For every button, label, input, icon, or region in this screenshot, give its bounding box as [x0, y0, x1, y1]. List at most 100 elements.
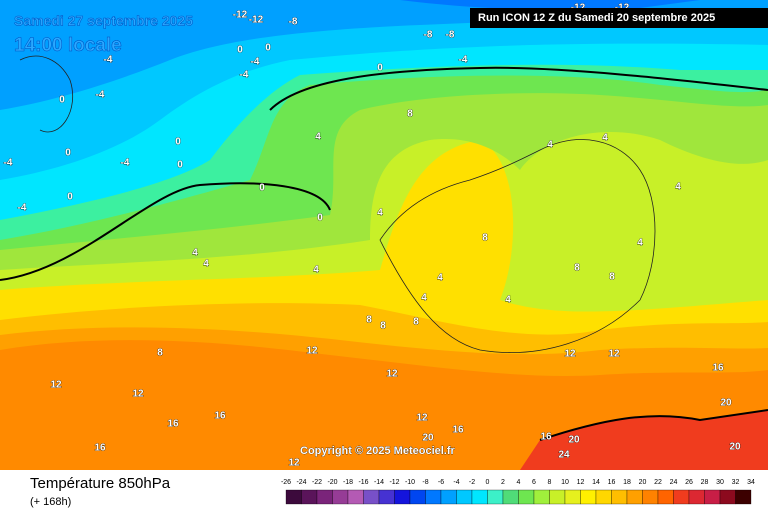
colorbar-label: -18	[343, 479, 353, 486]
contour-label: 8	[574, 263, 580, 274]
color-swatch	[409, 489, 426, 505]
contour-label: -4	[104, 55, 113, 66]
contour-label: 4	[437, 273, 443, 284]
contour-label: 8	[157, 348, 163, 359]
contour-label: 20	[729, 442, 741, 453]
color-swatch	[564, 489, 581, 505]
contour-label: 4	[547, 140, 553, 151]
color-swatch	[533, 489, 550, 505]
colorbar-label: 0	[486, 479, 490, 486]
colorbar-label: 4	[517, 479, 521, 486]
colorbar-label: 30	[716, 479, 724, 486]
color-swatch	[673, 489, 690, 505]
field-blue	[0, 0, 768, 110]
color-swatch	[704, 489, 721, 505]
color-swatch	[518, 489, 535, 505]
run-info: Run ICON 12 Z du Samedi 20 septembre 202…	[478, 12, 715, 24]
copyright: Copyright © 2025 Meteociel.fr	[300, 445, 456, 457]
contour-label: -12	[249, 15, 264, 26]
contour-zero	[269, 66, 768, 111]
contour-label: 16	[94, 443, 106, 454]
contour-label: 12	[416, 413, 428, 424]
colorbar-label: -22	[312, 479, 322, 486]
contour-label: -4	[240, 70, 249, 81]
color-swatch	[688, 489, 705, 505]
colorbar-label: -8	[422, 479, 428, 486]
colorbar-label: 22	[654, 479, 662, 486]
contour-label: 20	[720, 398, 732, 409]
contour-label: 4	[602, 133, 608, 144]
color-swatch	[456, 489, 473, 505]
footer-title: Température 850hPa	[30, 475, 171, 492]
contour-label: 0	[377, 63, 383, 74]
contour-label: -4	[251, 57, 260, 68]
contour-label: 12	[306, 346, 318, 357]
contour-label: -8	[446, 30, 455, 41]
color-swatch	[332, 489, 349, 505]
contour-label: 0	[259, 183, 265, 194]
colorbar-label: 12	[577, 479, 585, 486]
contour-label: 4	[315, 132, 321, 143]
run-box	[470, 8, 768, 28]
contour-label: -4	[18, 203, 27, 214]
contour-label: 0	[175, 137, 181, 148]
color-swatch	[580, 489, 597, 505]
colorbar-label: 28	[701, 479, 709, 486]
contour-label: -8	[424, 30, 433, 41]
colorbar-label: -16	[358, 479, 368, 486]
colorbar-label: 10	[561, 479, 569, 486]
color-swatch	[611, 489, 628, 505]
coastline	[19, 55, 74, 133]
contour-label: 12	[50, 380, 62, 391]
colorbar-label: 6	[532, 479, 536, 486]
colorbar-label: 14	[592, 479, 600, 486]
contour-label: 0	[237, 45, 243, 56]
colorbar-label: -26	[281, 479, 291, 486]
colorbar-label: 24	[670, 479, 678, 486]
color-swatch	[735, 489, 752, 505]
contour-label: 8	[609, 272, 615, 283]
contour-label: 4	[421, 293, 427, 304]
contour-label: 12	[288, 458, 300, 469]
field-red	[520, 410, 768, 470]
color-swatch	[471, 489, 488, 505]
color-swatch	[440, 489, 457, 505]
color-swatch	[595, 489, 612, 505]
date: Samedi 27 septembre 2025	[14, 13, 193, 29]
colorbar-label: 8	[548, 479, 552, 486]
colorbar-label: -6	[438, 479, 444, 486]
time: 14:00 locale	[14, 35, 122, 56]
contour-label: 24	[558, 450, 570, 461]
contour-label: 0	[265, 43, 271, 54]
color-swatch	[363, 489, 380, 505]
contour-label: 16	[214, 411, 226, 422]
colorbar-label: -14	[374, 479, 384, 486]
contour-label: 0	[317, 213, 323, 224]
contour-label: 0	[59, 95, 65, 106]
contour-twenty	[539, 409, 768, 441]
contour-label: -8	[289, 17, 298, 28]
color-swatch	[642, 489, 659, 505]
colorbar-label: -24	[296, 479, 306, 486]
colorbar-label: -20	[327, 479, 337, 486]
colorbar-label: 20	[639, 479, 647, 486]
color-swatch	[347, 489, 364, 505]
contour-label: 0	[67, 192, 73, 203]
contour-label: 16	[540, 432, 552, 443]
contour-label: -4	[121, 158, 130, 169]
contour-label: -4	[4, 158, 13, 169]
colorbar-label: 2	[501, 479, 505, 486]
colorbar-label: -12	[389, 479, 399, 486]
color-swatch	[285, 489, 302, 505]
contour-label: 8	[366, 315, 372, 326]
color-swatch	[657, 489, 674, 505]
color-swatch	[378, 489, 395, 505]
color-swatch	[502, 489, 519, 505]
colorbar-label: 26	[685, 479, 693, 486]
colorbar-label: 32	[732, 479, 740, 486]
contour-label: 4	[675, 182, 681, 193]
color-swatch	[316, 489, 333, 505]
contour-label: -4	[96, 90, 105, 101]
contour-label: 16	[167, 419, 179, 430]
